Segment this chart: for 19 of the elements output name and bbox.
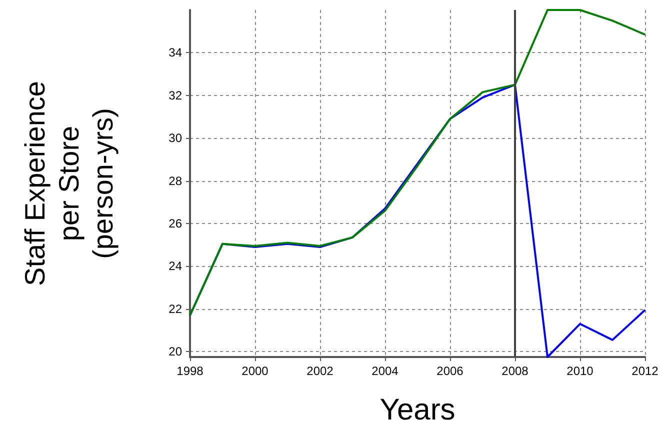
line-series [189, 9, 646, 316]
x-tick-label: 2000 [242, 364, 269, 378]
y-axis-title: Staff Experience per Store (person-yrs) [20, 81, 118, 286]
y-tick-label: 20 [168, 344, 182, 359]
x-tick-label: 1998 [176, 364, 204, 378]
x-tick-label: 2010 [566, 364, 594, 378]
x-tick-label: 2008 [502, 364, 529, 378]
x-tick-label: 2004 [372, 364, 399, 378]
y-tick-label: 24 [168, 259, 182, 274]
y-tick-label: 32 [168, 88, 182, 102]
y-tick-label: 34 [168, 46, 182, 60]
y-tick-label: 22 [168, 302, 182, 316]
y-tick-label: 28 [168, 174, 182, 188]
y-tick-label: 30 [168, 131, 182, 146]
x-tick-label: 2002 [306, 364, 334, 378]
y-tick-label: 26 [168, 216, 182, 231]
x-tick-label: 2012 [632, 364, 659, 378]
x-axis-title: Years [380, 394, 456, 426]
x-tick-label: 2006 [436, 364, 464, 378]
